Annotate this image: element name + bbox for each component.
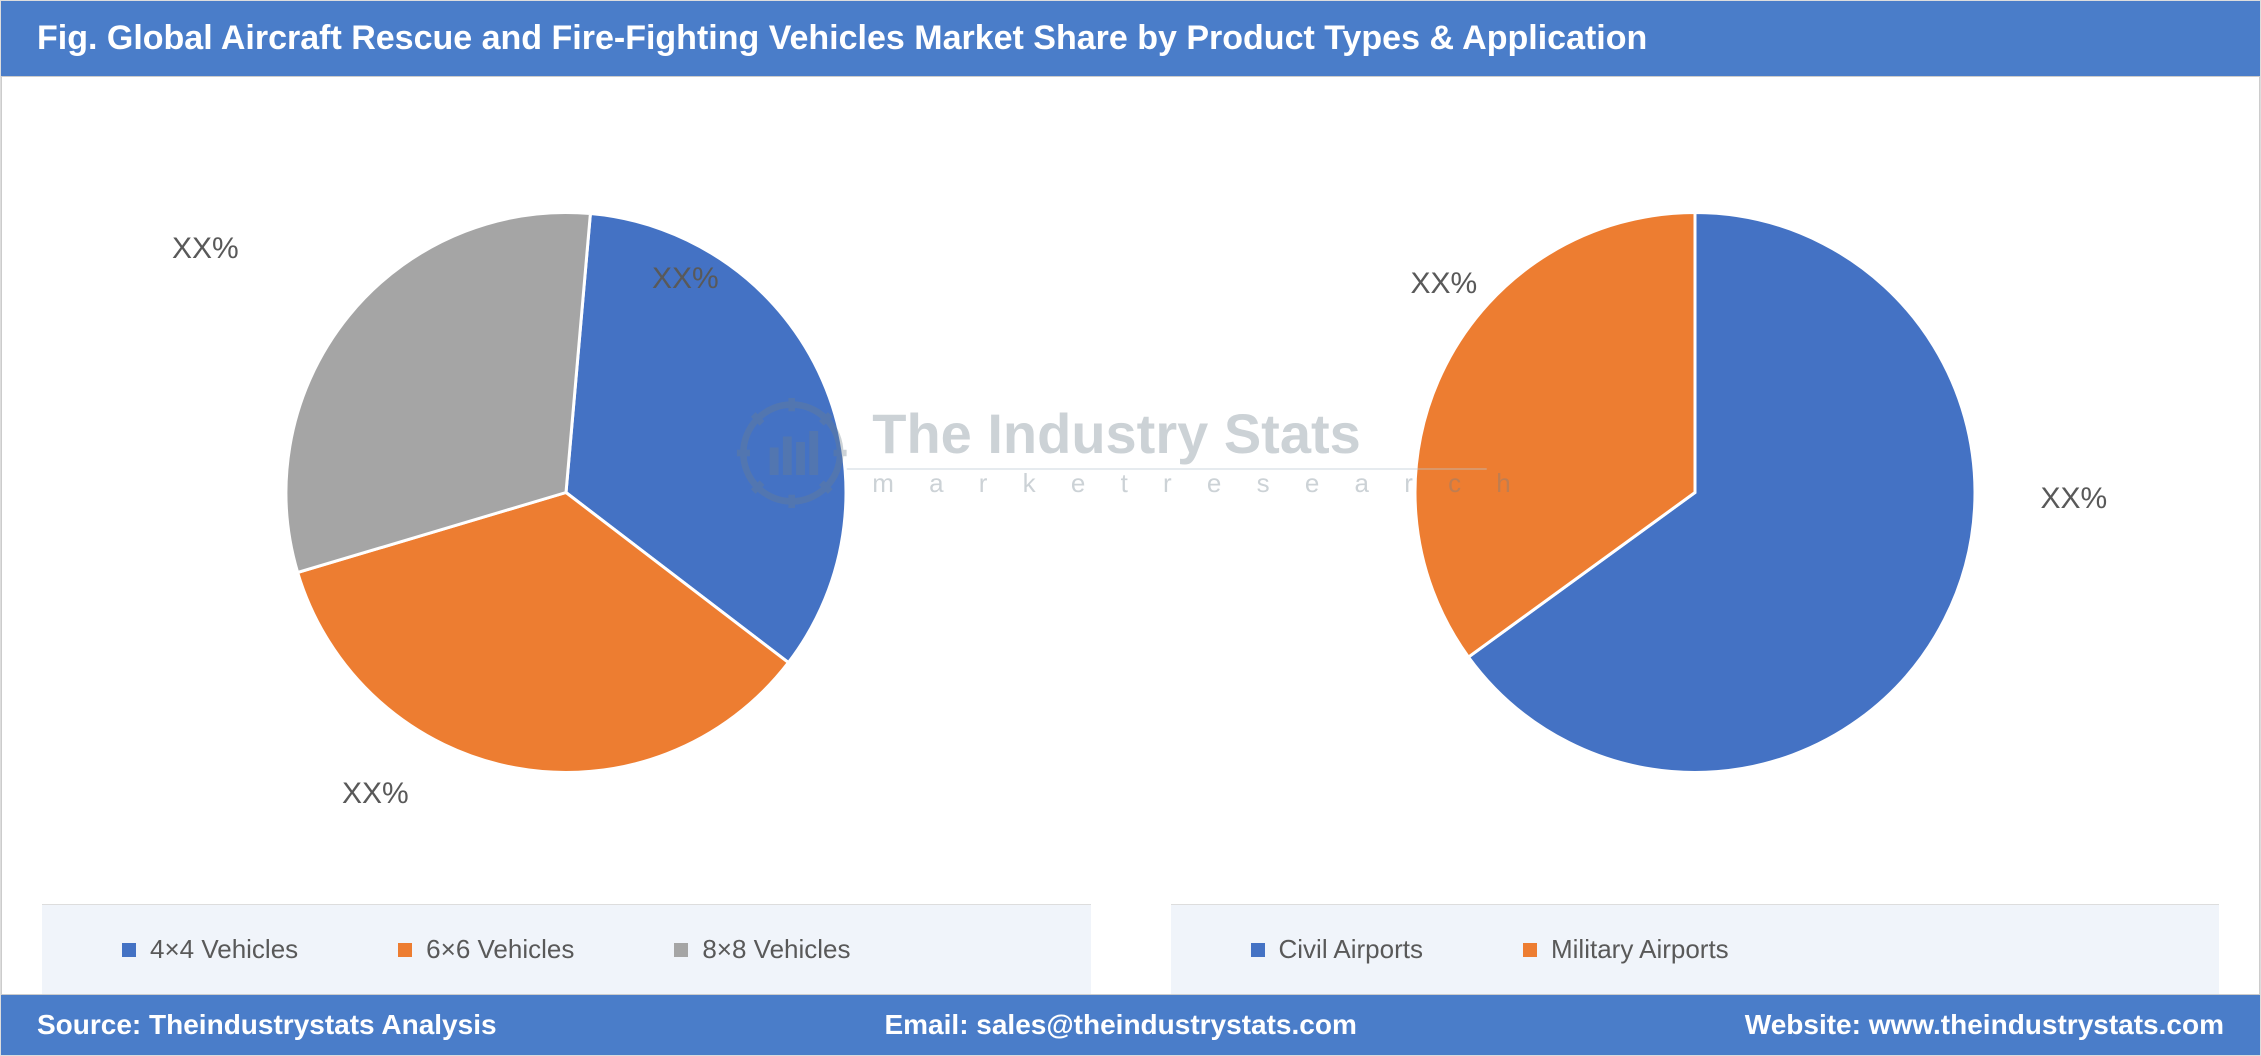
legend-right: Civil Airports Military Airports <box>1171 904 2220 994</box>
legend-swatch <box>398 943 412 957</box>
slice-label: XX% <box>2041 482 2108 516</box>
legend-label: 6×6 Vehicles <box>426 934 574 965</box>
legend-swatch <box>1251 943 1265 957</box>
figure-title: Fig. Global Aircraft Rescue and Fire-Fig… <box>37 19 1647 57</box>
pie-left-wrap <box>266 192 866 797</box>
slice-label: XX% <box>172 232 239 266</box>
pie-right-wrap <box>1395 192 1995 797</box>
legend-swatch <box>1523 943 1537 957</box>
chart-left-panel: XX% XX% XX% 4×4 Vehicles 6×6 Vehicles 8×8 Ve… <box>2 77 1131 994</box>
legend-label: Military Airports <box>1551 934 1729 965</box>
chart-right-panel: XX% XX% Civil Airports Military Airports <box>1131 77 2260 994</box>
figure-container: Fig. Global Aircraft Rescue and Fire-Fig… <box>0 0 2261 1056</box>
footer-bar: Source: Theindustrystats Analysis Email:… <box>1 995 2260 1055</box>
figure-title-bar: Fig. Global Aircraft Rescue and Fire-Fig… <box>1 1 2260 76</box>
legend-label: 4×4 Vehicles <box>150 934 298 965</box>
legend-item: Military Airports <box>1523 934 1729 965</box>
legend-swatch <box>122 943 136 957</box>
legend-swatch <box>674 943 688 957</box>
footer-email: Email: sales@theindustrystats.com <box>884 1009 1356 1041</box>
slice-label: XX% <box>342 777 409 811</box>
slice-label: XX% <box>652 262 719 296</box>
legend-left: 4×4 Vehicles 6×6 Vehicles 8×8 Vehicles <box>42 904 1091 994</box>
footer-source: Source: Theindustrystats Analysis <box>37 1009 497 1041</box>
footer-website: Website: www.theindustrystats.com <box>1745 1009 2224 1041</box>
legend-item: Civil Airports <box>1251 934 1423 965</box>
pie-chart-right <box>1395 192 1995 792</box>
legend-item: 6×6 Vehicles <box>398 934 574 965</box>
legend-item: 4×4 Vehicles <box>122 934 298 965</box>
legend-label: 8×8 Vehicles <box>702 934 850 965</box>
chart-area: The Industry Stats m a r k e t r e s e a… <box>1 76 2260 995</box>
pie-right-zone: XX% XX% <box>1171 117 2220 904</box>
slice-label: XX% <box>1411 267 1478 301</box>
legend-item: 8×8 Vehicles <box>674 934 850 965</box>
pie-left-zone: XX% XX% XX% <box>42 117 1091 904</box>
legend-label: Civil Airports <box>1279 934 1423 965</box>
pie-chart-left <box>266 192 866 792</box>
